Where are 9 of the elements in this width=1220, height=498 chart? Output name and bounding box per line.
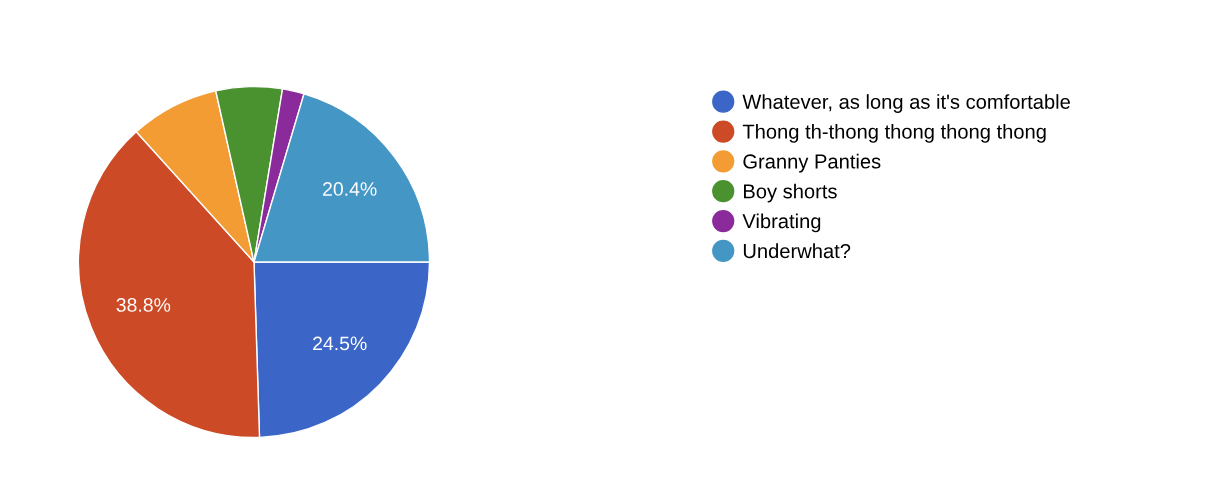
- legend-label: Underwhat?: [743, 243, 851, 259]
- data-label: 20.4%: [323, 182, 377, 196]
- data-label: 38.8%: [116, 298, 171, 312]
- legend-label: Thong th-thong thong thong thong: [742, 123, 1046, 143]
- legend-label: Boy shorts: [744, 183, 837, 203]
- legend-label: Vibrating: [742, 213, 821, 233]
- data-label: 24.5%: [313, 336, 367, 351]
- legend-label: Granny Panties: [743, 153, 881, 173]
- legend-label: Whatever, as long as it's comfortable: [742, 94, 1070, 113]
